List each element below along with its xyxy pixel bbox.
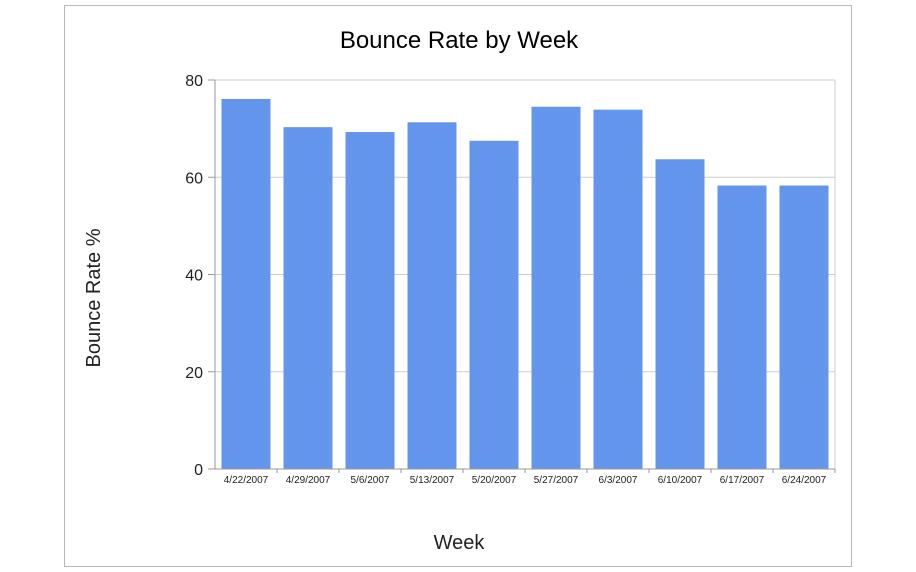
y-tick-label: 40 [185, 268, 203, 285]
x-tick-label: 6/3/2007 [599, 475, 638, 486]
bar [779, 185, 829, 470]
x-tick-label: 5/13/2007 [410, 475, 455, 486]
y-tick-label: 60 [185, 170, 203, 187]
y-tick-label: 0 [194, 462, 203, 479]
chart-title: Bounce Rate by Week [340, 27, 579, 54]
bar [717, 185, 767, 470]
x-tick-label: 6/24/2007 [782, 475, 827, 486]
y-axis-label: Bounce Rate % [83, 228, 105, 367]
bar [345, 132, 395, 469]
bar [283, 127, 333, 469]
y-ticks: 0 20 40 60 80 [185, 73, 203, 479]
bar [221, 98, 271, 470]
bars [221, 98, 829, 470]
axes [208, 79, 836, 473]
y-tick-label: 20 [185, 365, 203, 382]
x-tick-label: 6/10/2007 [658, 475, 703, 486]
bar [593, 109, 643, 469]
x-ticks: 4/22/2007 4/29/2007 5/6/2007 5/13/2007 5/20/… [224, 475, 827, 486]
bar [407, 122, 457, 470]
x-axis-label: Week [434, 532, 486, 554]
bar [531, 106, 581, 470]
x-tick-label: 4/29/2007 [286, 475, 331, 486]
x-tick-label: 5/20/2007 [472, 475, 517, 486]
bar [655, 159, 705, 470]
x-tick-label: 5/6/2007 [351, 475, 390, 486]
bar [469, 140, 519, 469]
x-tick-label: 5/27/2007 [534, 475, 579, 486]
y-tick-label: 80 [185, 73, 203, 90]
x-tick-label: 6/17/2007 [720, 475, 765, 486]
x-tick-label: 4/22/2007 [224, 475, 269, 486]
